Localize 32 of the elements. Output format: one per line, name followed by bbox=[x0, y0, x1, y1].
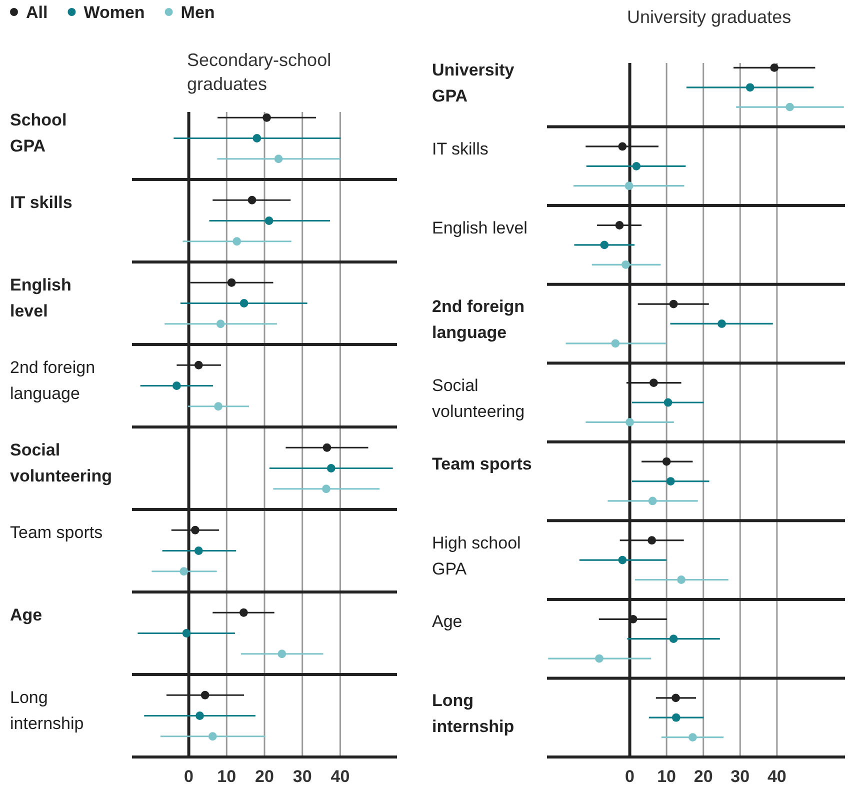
chart-title: Secondary-school graduates bbox=[187, 50, 332, 94]
x-tick-label: 30 bbox=[292, 767, 312, 786]
y-tick-label: IT skills bbox=[10, 193, 72, 212]
x-tick-label: 10 bbox=[657, 767, 676, 786]
y-tick-label: English level bbox=[432, 218, 528, 238]
y-tick-label: IT skills bbox=[432, 139, 488, 158]
y-tick-label: Social volunteering bbox=[432, 376, 525, 421]
x-tick-label: 30 bbox=[730, 767, 750, 786]
y-tick-label: High school GPA bbox=[432, 533, 521, 578]
legend-label: Women bbox=[84, 3, 145, 22]
y-tick-label: Age bbox=[432, 612, 462, 632]
legend-label: Men bbox=[180, 3, 215, 22]
x-tick-label: 20 bbox=[255, 767, 274, 786]
x-tick-label: 0 bbox=[184, 767, 194, 786]
x-tick-label: 0 bbox=[625, 767, 635, 786]
y-tick-label: Age bbox=[10, 606, 42, 625]
chart-title: University graduates bbox=[627, 7, 792, 27]
y-tick-label: 2nd foreign language bbox=[432, 297, 525, 342]
y-tick-label: University GPA bbox=[432, 60, 515, 106]
y-tick-label: 2nd foreign language bbox=[10, 358, 96, 404]
x-tick-label: 40 bbox=[767, 767, 786, 786]
y-tick-label: Social volunteering bbox=[10, 440, 112, 486]
y-tick-label: Team sports bbox=[10, 523, 103, 542]
y-tick-label: Long internship bbox=[432, 690, 514, 736]
y-tick-label: Team sports bbox=[432, 454, 532, 474]
x-tick-label: 20 bbox=[694, 767, 713, 786]
y-tick-label: Long internship bbox=[10, 688, 84, 734]
legend-label: All bbox=[26, 3, 48, 22]
x-tick-label: 10 bbox=[217, 767, 236, 786]
y-tick-label: English level bbox=[10, 276, 72, 321]
x-tick-label: 40 bbox=[330, 767, 350, 786]
y-tick-label: School GPA bbox=[10, 110, 67, 156]
